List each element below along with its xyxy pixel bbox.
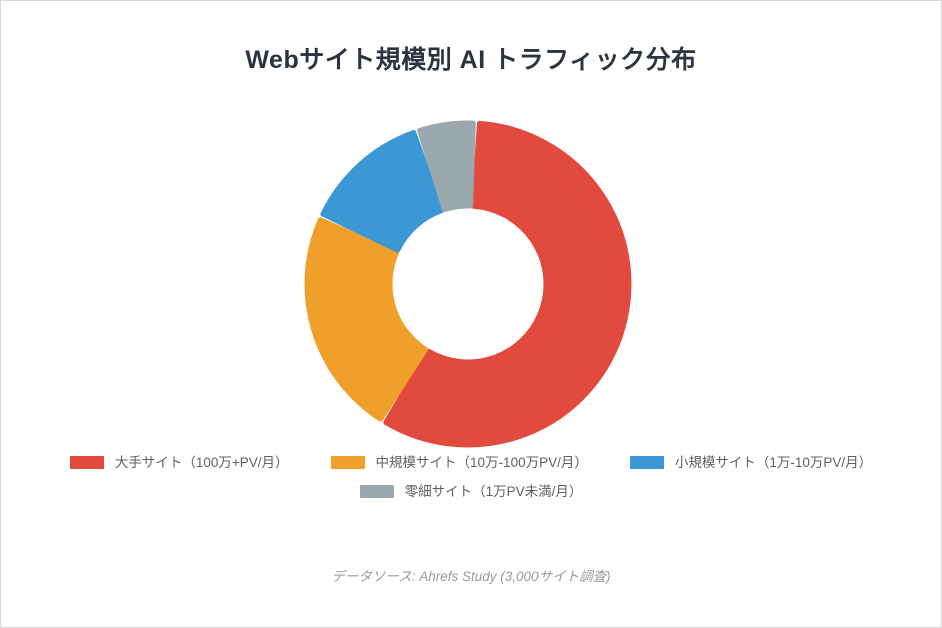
legend-item-large-sites[interactable]: 大手サイト（100万+PV/月） [69,455,289,470]
donut-chart [288,104,648,464]
donut-slice[interactable] [320,129,445,253]
legend-swatch-icon-micro-sites [359,484,394,498]
chart-legend: 大手サイト（100万+PV/月） 中規模サイト（10万-100万PV/月） 小規… [0,456,942,498]
donut-slice[interactable] [417,120,476,213]
donut-chart-svg [304,120,632,448]
legend-item-micro-sites[interactable]: 零細サイト（1万PV未満/月） [359,483,583,499]
legend-label-small-sites: 小規模サイト（1万-10万PV/月） [674,455,873,470]
donut-slice[interactable] [383,120,632,448]
legend-row-primary: 大手サイト（100万+PV/月） 中規模サイト（10万-100万PV/月） 小規… [0,456,942,470]
page-title: Webサイト規模別 AI トラフィック分布 [245,46,697,74]
legend-item-medium-sites[interactable]: 中規模サイト（10万-100万PV/月） [330,455,588,470]
legend-label-medium-sites: 中規模サイト（10万-100万PV/月） [375,455,588,470]
legend-label-micro-sites: 零細サイト（1万PV未満/月） [404,483,583,499]
legend-swatch-icon-medium-sites [330,456,365,470]
legend-item-small-sites[interactable]: 小規模サイト（1万-10万PV/月） [629,455,873,470]
legend-label-large-sites: 大手サイト（100万+PV/月） [114,455,289,470]
data-source-note: データソース: Ahrefs Study (3,000サイト調査) [331,569,611,584]
legend-swatch-icon-large-sites [69,456,104,470]
legend-swatch-icon-small-sites [629,456,664,470]
legend-row-secondary: 零細サイト（1万PV未満/月） [0,483,942,499]
donut-slice[interactable] [304,217,429,422]
